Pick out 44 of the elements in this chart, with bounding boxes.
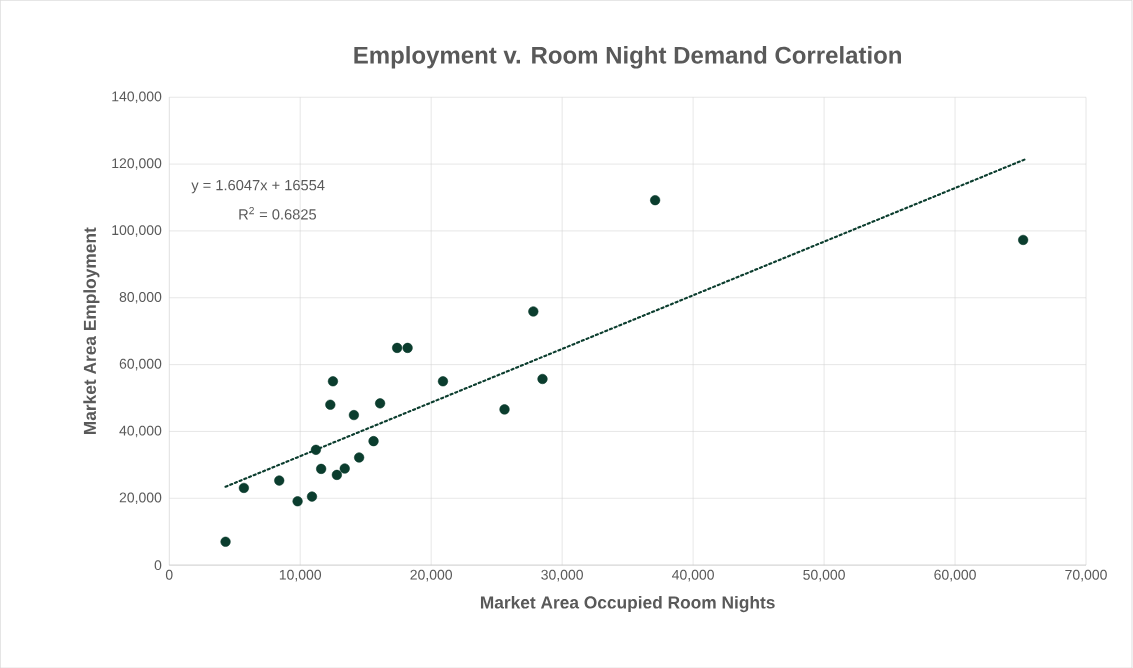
point bbox=[354, 452, 365, 463]
y-tick-label: 0 bbox=[154, 560, 162, 570]
y-tick-label: 80,000 bbox=[119, 291, 162, 304]
point bbox=[238, 482, 249, 493]
point bbox=[499, 404, 510, 415]
point bbox=[537, 373, 548, 384]
point bbox=[375, 398, 386, 409]
point bbox=[368, 435, 379, 447]
y-tick-label: 100,000 bbox=[112, 224, 162, 237]
point bbox=[402, 342, 413, 353]
point bbox=[650, 194, 661, 206]
y-axis-title: Market Area Employment bbox=[83, 227, 100, 434]
point bbox=[325, 399, 336, 410]
point bbox=[339, 463, 350, 474]
y-tick-label: 20,000 bbox=[119, 492, 162, 504]
point bbox=[1018, 234, 1029, 245]
x-tick-label: 10,000 bbox=[279, 569, 322, 582]
point bbox=[392, 342, 403, 353]
point bbox=[331, 469, 342, 480]
x-tick-label: 0 bbox=[165, 569, 173, 580]
y-tick-label: 40,000 bbox=[119, 425, 162, 438]
chart-title: Employment v. Room Night Demand Correlation bbox=[354, 45, 901, 69]
point bbox=[327, 376, 339, 387]
annotation: R$^{2}$ = 0.6825 bbox=[239, 206, 317, 220]
point bbox=[310, 444, 321, 455]
point bbox=[437, 376, 449, 387]
point bbox=[292, 496, 303, 507]
point bbox=[274, 475, 285, 486]
y-tick-label: 120,000 bbox=[112, 158, 162, 170]
point bbox=[306, 491, 318, 502]
point bbox=[316, 463, 327, 474]
point bbox=[528, 306, 539, 317]
y-tick-label: 60,000 bbox=[119, 358, 162, 371]
x-tick-label: 40,000 bbox=[672, 569, 714, 582]
point bbox=[220, 536, 231, 547]
point bbox=[348, 409, 359, 420]
x-axis-title: Market Area Occupied Room Nights bbox=[480, 595, 775, 612]
x-tick-label: 70,000 bbox=[1065, 569, 1107, 582]
y-tick-label: 140,000 bbox=[112, 91, 162, 103]
x-tick-label: 60,000 bbox=[934, 569, 976, 582]
x-tick-label: 20,000 bbox=[410, 569, 453, 582]
x-tick-label: 50,000 bbox=[803, 569, 845, 582]
x-tick-label: 30,000 bbox=[541, 569, 583, 582]
annotation: y = 1.6047x + 16554 bbox=[191, 179, 325, 194]
